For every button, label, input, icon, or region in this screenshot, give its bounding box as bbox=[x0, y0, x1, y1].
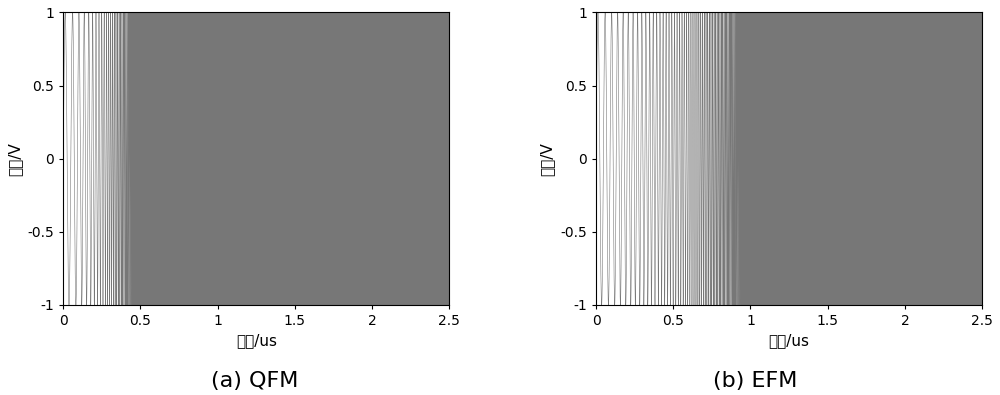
Text: (b) EFM: (b) EFM bbox=[713, 371, 797, 391]
Y-axis label: 幅度/V: 幅度/V bbox=[7, 142, 22, 176]
Text: (a) QFM: (a) QFM bbox=[211, 371, 299, 391]
Y-axis label: 幅度/V: 幅度/V bbox=[540, 142, 555, 176]
X-axis label: 时间/us: 时间/us bbox=[236, 333, 277, 348]
X-axis label: 时间/us: 时间/us bbox=[769, 333, 810, 348]
